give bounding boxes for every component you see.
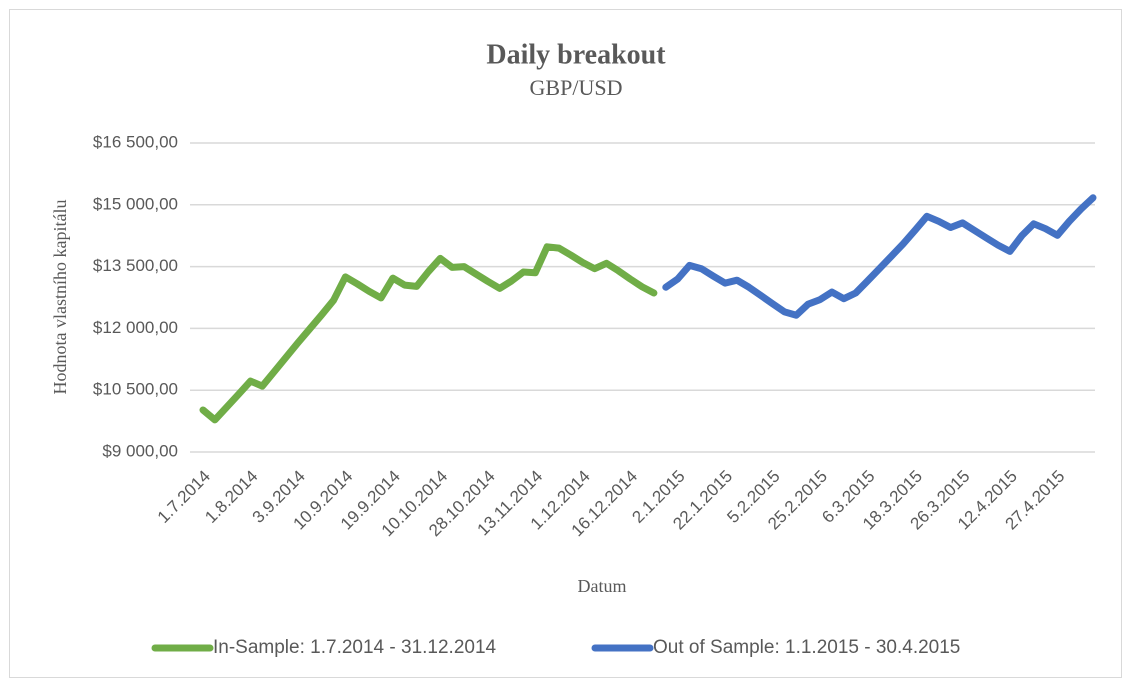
y-tick-label: $15 000,00 <box>93 194 178 213</box>
y-tick-label: $13 500,00 <box>93 256 178 275</box>
y-tick-label: $10 500,00 <box>93 380 178 399</box>
series-line <box>662 194 1097 319</box>
chart-title: Daily breakout <box>486 39 666 70</box>
x-axis-label: Datum <box>578 576 627 596</box>
y-tick-label: $12 000,00 <box>93 318 178 337</box>
chart-subtitle: GBP/USD <box>530 75 623 100</box>
legend-label: Out of Sample: 1.1.2015 - 30.4.2015 <box>653 637 960 658</box>
legend-label: In-Sample: 1.7.2014 - 31.12.2014 <box>213 637 497 658</box>
chart-frame <box>9 9 1122 678</box>
series-line <box>199 243 658 424</box>
y-tick-label: $16 500,00 <box>93 132 178 151</box>
y-axis-label: Hodnota vlastního kapitálu <box>50 200 70 395</box>
y-tick-label: $9 000,00 <box>102 441 178 460</box>
